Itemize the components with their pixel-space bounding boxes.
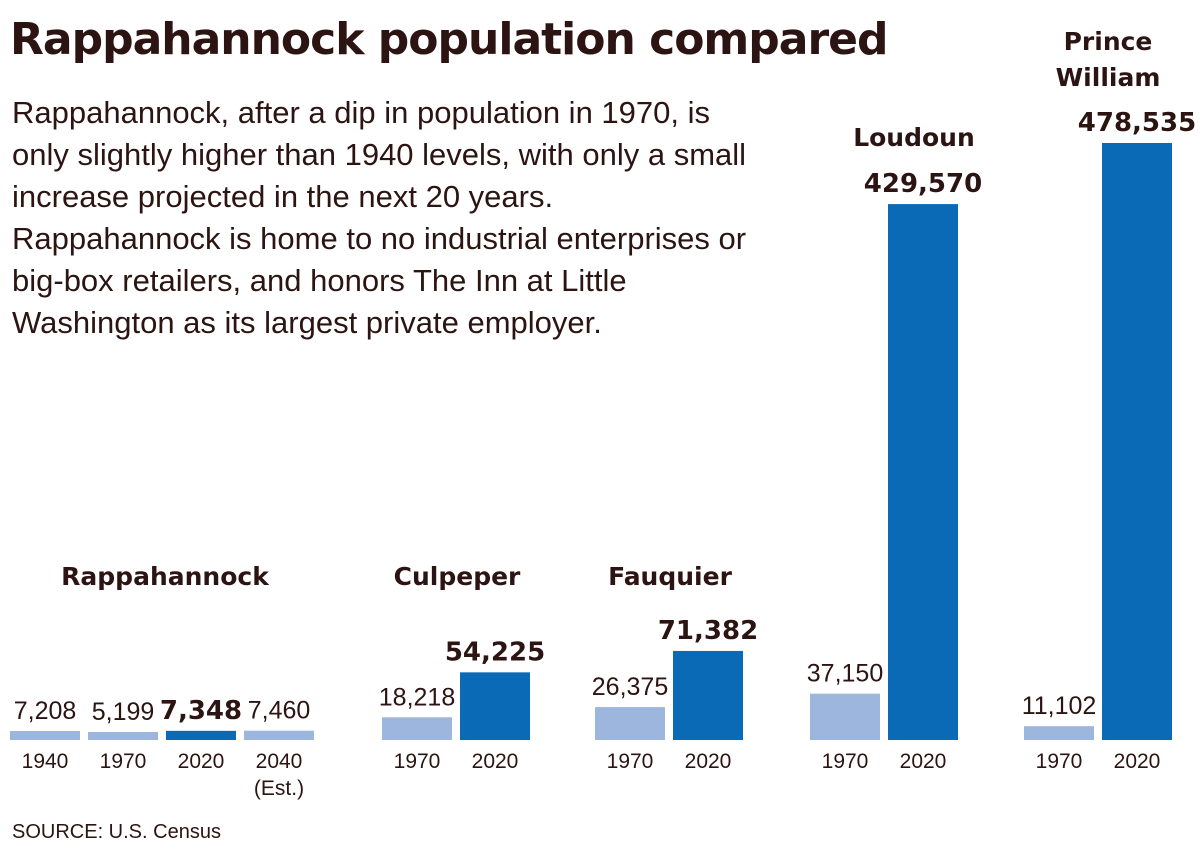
value-label-rappahannock-2040: 7,460 <box>248 697 311 725</box>
value-label-prince-william-1970: 11,102 <box>1022 692 1097 720</box>
year-label-rappahannock-1940: 1940 <box>22 750 69 773</box>
bar-culpeper-1970 <box>382 717 452 740</box>
year-label-culpeper-2020: 2020 <box>472 750 519 773</box>
year-note-rappahannock-2040: (Est.) <box>254 777 304 800</box>
year-label-prince-william-2020: 2020 <box>1114 750 1161 773</box>
bar-rappahannock-1940 <box>10 731 80 740</box>
value-label-rappahannock-1970: 5,199 <box>92 698 155 726</box>
year-label-rappahannock-2020: 2020 <box>178 750 225 773</box>
value-label-loudoun-1970: 37,150 <box>807 660 883 688</box>
value-label-rappahannock-1940: 7,208 <box>14 697 77 725</box>
bar-fauquier-1970 <box>595 707 665 740</box>
value-label-culpeper-2020: 54,225 <box>445 637 545 667</box>
bar-loudoun-1970 <box>810 693 880 740</box>
value-label-fauquier-1970: 26,375 <box>592 673 668 701</box>
bar-prince-william-1970 <box>1024 726 1094 740</box>
bar-rappahannock-1970 <box>88 732 158 740</box>
bar-loudoun-2020 <box>888 204 958 740</box>
chart-title: Rappahannock population compared <box>10 14 888 65</box>
group-title-prince-william: Prince William <box>1056 27 1161 92</box>
group-title-rappahannock: Rappahannock <box>61 562 270 591</box>
bar-prince-william-2020 <box>1102 143 1172 740</box>
year-label-rappahannock-2040: 2040 <box>256 750 303 773</box>
year-label-fauquier-1970: 1970 <box>607 750 654 773</box>
source-note: SOURCE: U.S. Census <box>12 821 221 843</box>
year-label-prince-william-1970: 1970 <box>1036 750 1083 773</box>
group-title-loudoun: Loudoun <box>853 123 975 152</box>
year-label-loudoun-2020: 2020 <box>900 750 947 773</box>
value-label-loudoun-2020: 429,570 <box>864 169 982 199</box>
group-title-fauquier: Fauquier <box>608 562 732 591</box>
bar-rappahannock-2040 <box>244 730 314 740</box>
year-label-loudoun-1970: 1970 <box>822 750 869 773</box>
year-label-fauquier-2020: 2020 <box>685 750 732 773</box>
year-label-culpeper-1970: 1970 <box>394 750 441 773</box>
bar-rappahannock-2020 <box>166 730 236 740</box>
bar-culpeper-2020 <box>460 672 530 740</box>
bar-fauquier-2020 <box>673 650 743 740</box>
intro-text: Rappahannock, after a dip in population … <box>12 95 747 340</box>
value-label-rappahannock-2020: 7,348 <box>160 696 242 726</box>
value-label-prince-william-2020: 478,535 <box>1078 108 1196 138</box>
group-title-culpeper: Culpeper <box>394 562 521 591</box>
value-label-fauquier-2020: 71,382 <box>658 616 758 646</box>
value-label-culpeper-1970: 18,218 <box>379 683 455 711</box>
year-label-rappahannock-1970: 1970 <box>100 750 147 773</box>
